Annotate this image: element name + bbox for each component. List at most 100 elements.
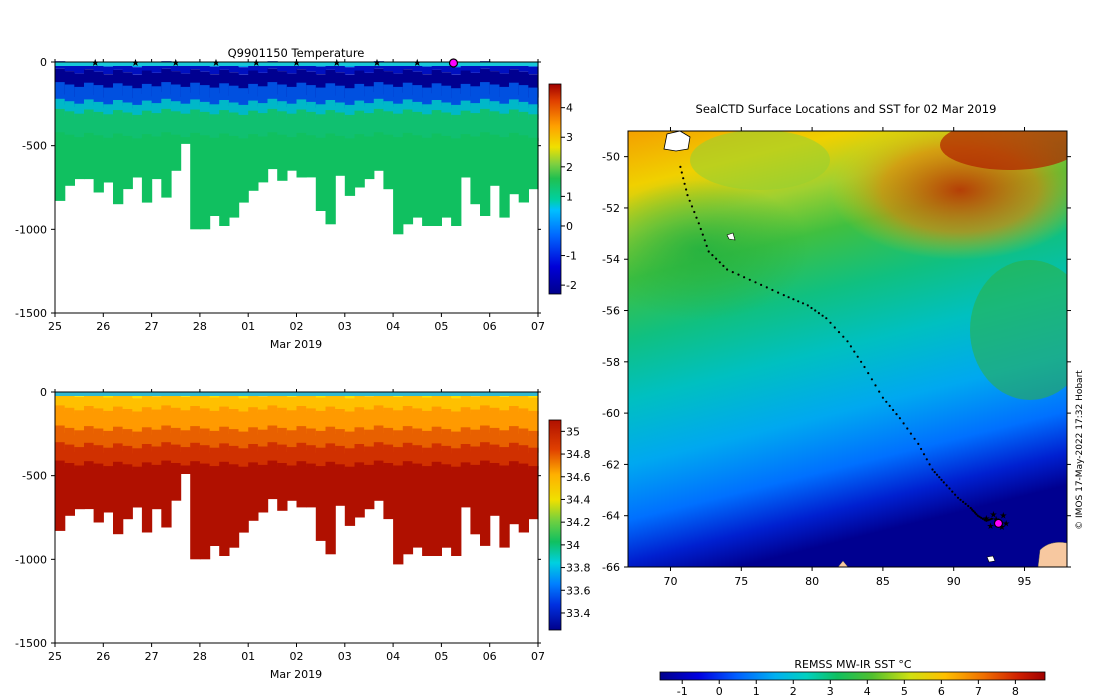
profile-depth-band <box>122 464 133 520</box>
profile-depth-band <box>190 406 201 432</box>
profile-depth-band <box>161 132 172 198</box>
profile-depth-band <box>315 410 327 436</box>
profile-depth-band <box>64 101 75 117</box>
profile-depth-band <box>441 135 452 218</box>
profile-depth-band <box>122 445 133 468</box>
profile-depth-band <box>199 101 211 117</box>
track-point <box>870 378 874 381</box>
colorbar-tick-label: 33.8 <box>566 562 591 575</box>
track-point <box>881 396 885 399</box>
track-point <box>888 404 891 407</box>
profile-depth-band <box>306 101 317 117</box>
profile-depth-band <box>64 63 75 72</box>
profile-depth-band <box>132 88 143 109</box>
colorbar-tick-label: 2 <box>566 161 573 174</box>
track-point <box>909 432 913 435</box>
profile-depth-band <box>383 394 394 412</box>
profile-depth-band <box>431 393 442 410</box>
profile-depth-band <box>170 84 182 105</box>
profile-depth-band <box>132 398 143 415</box>
x-tick-label: 07 <box>531 320 545 333</box>
track-point <box>825 317 828 320</box>
track-point <box>969 506 972 510</box>
profile-depth-band <box>93 111 104 139</box>
profile-depth-band <box>460 462 471 508</box>
profile-depth-band <box>315 66 327 75</box>
profile-depth-band <box>55 442 66 464</box>
profile-depth-band <box>480 442 491 464</box>
profile-markers: ★ ★ ★ ★ ★ ★ ★ ★ ★ <box>91 58 459 69</box>
track-point <box>980 516 983 519</box>
x-tick-label: 26 <box>96 320 110 333</box>
profile-depth-band <box>402 442 414 465</box>
profile-depth-band <box>441 102 452 118</box>
track-point <box>806 304 809 307</box>
profile-depth-band <box>277 444 288 467</box>
seal-track <box>679 165 994 522</box>
profile-depth-band <box>74 447 85 469</box>
profile-depth-band <box>219 69 230 94</box>
profile-depth-band <box>315 114 327 142</box>
profile-depth-band <box>122 112 133 140</box>
profile-depth-band <box>344 411 356 437</box>
profile-depth-band <box>132 466 143 508</box>
profile-depth-band <box>113 426 124 449</box>
profile-depth-band <box>296 99 307 115</box>
colorbar-tick-label: 33.4 <box>566 607 591 620</box>
current-profile-marker <box>448 58 459 68</box>
profile-depth-band <box>248 110 259 138</box>
profile-depth-band <box>306 463 317 508</box>
sst-colorbar-tick-label: 2 <box>790 685 797 698</box>
profile-depth-band <box>248 393 259 411</box>
profile-depth-band <box>499 447 510 469</box>
profile-depth-band <box>209 397 220 415</box>
track-point <box>942 481 945 484</box>
profile-depth-band <box>277 71 288 95</box>
profile-depth-band <box>431 62 442 70</box>
track-point <box>951 490 954 493</box>
lon-tick-label: 95 <box>1018 575 1032 588</box>
colorbar-tick-label: 4 <box>566 102 573 115</box>
temperature-profiles <box>55 61 539 235</box>
profile-depth-band <box>460 444 471 466</box>
profile-depth-band <box>306 428 317 451</box>
track-point <box>722 264 725 267</box>
profile-star-marker: ★ <box>413 58 422 69</box>
profile-depth-band <box>364 73 375 97</box>
colorbar-tick-label: 34.2 <box>566 516 591 529</box>
profile-depth-band <box>306 71 317 96</box>
profile-depth-band <box>470 86 481 107</box>
profile-depth-band <box>325 110 336 137</box>
profile-depth-band <box>64 463 75 516</box>
profile-depth-band <box>364 113 375 140</box>
track-point <box>931 468 934 471</box>
lon-tick-label: 75 <box>734 575 748 588</box>
profile-depth-band <box>528 466 539 520</box>
track-point <box>705 244 708 247</box>
profile-depth-band <box>248 134 259 191</box>
profile-depth-band <box>199 408 211 434</box>
profile-depth-band <box>170 63 182 72</box>
profile-depth-band <box>199 445 211 467</box>
lat-tick-label: -58 <box>602 356 620 369</box>
profile-depth-band <box>238 88 249 109</box>
profile-depth-band <box>161 442 172 464</box>
profile-depth-band <box>431 83 442 104</box>
profile-depth-band <box>373 98 385 114</box>
profile-depth-band <box>518 445 529 467</box>
profile-depth-band <box>151 103 162 119</box>
profile-depth-band <box>209 74 220 98</box>
profile-depth-band <box>74 73 85 97</box>
profile-depth-band <box>267 68 278 93</box>
profile-depth-band <box>64 111 75 139</box>
y-tick-label: -500 <box>22 140 47 153</box>
profile-depth-band <box>344 448 356 471</box>
lat-tick-label: -54 <box>602 253 620 266</box>
track-point <box>935 473 939 476</box>
profile-depth-band <box>412 445 423 467</box>
y-tick-label: -1000 <box>15 553 47 566</box>
profile-depth-band <box>335 112 346 140</box>
profile-depth-band <box>286 113 298 141</box>
profile-depth-band <box>132 138 143 178</box>
x-tick-label: 27 <box>145 650 159 663</box>
